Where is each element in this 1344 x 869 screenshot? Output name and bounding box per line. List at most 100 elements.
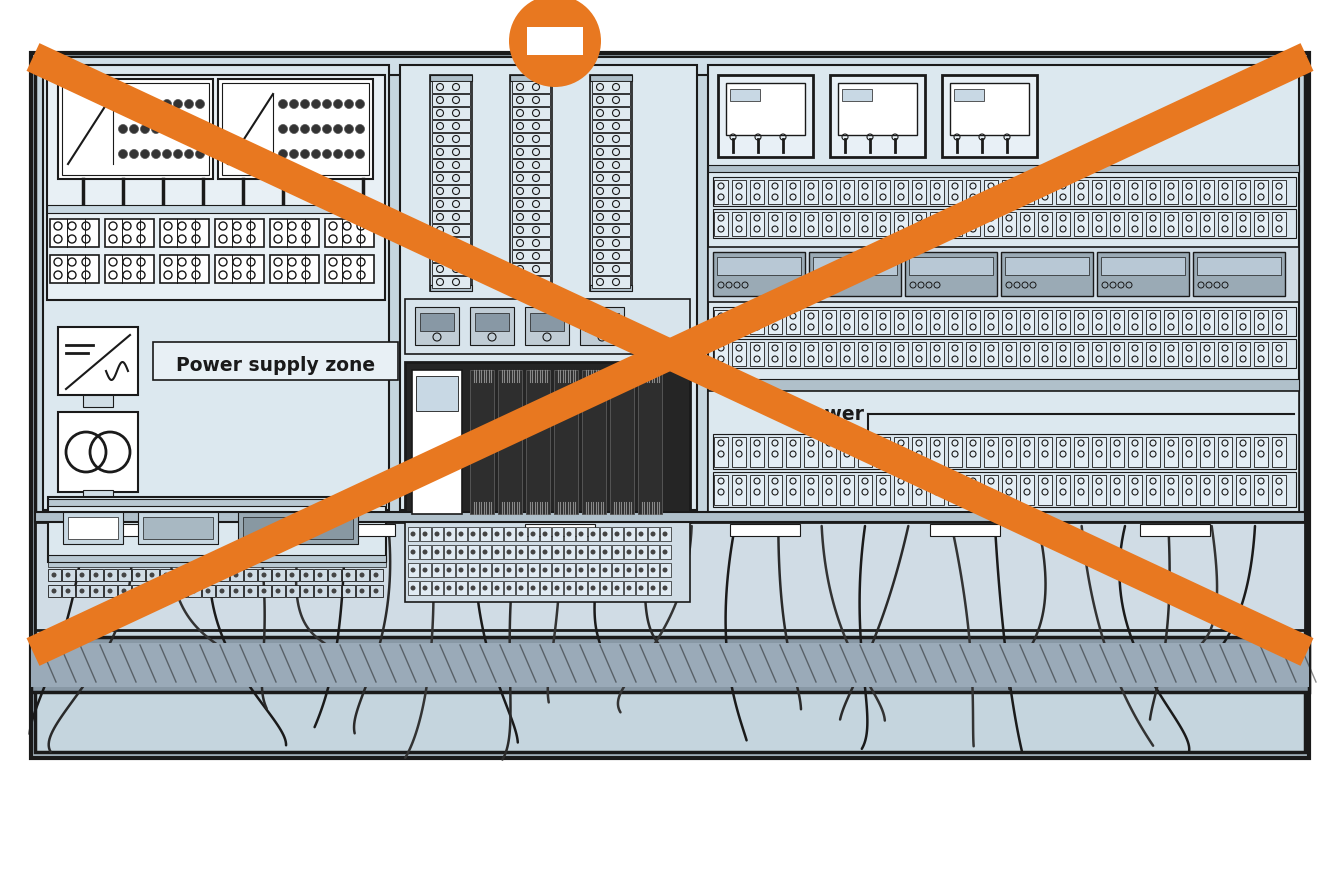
Bar: [1181, 213, 1196, 236]
Bar: [732, 475, 746, 506]
Bar: [216, 569, 228, 581]
Bar: [270, 220, 319, 248]
Circle shape: [206, 573, 211, 578]
Circle shape: [312, 101, 320, 109]
Bar: [456, 581, 466, 595]
Bar: [590, 76, 632, 82]
Circle shape: [247, 573, 253, 578]
Bar: [564, 527, 575, 541]
Bar: [840, 213, 853, 236]
Circle shape: [121, 589, 126, 594]
Bar: [470, 308, 513, 346]
Bar: [610, 370, 634, 514]
Bar: [599, 581, 612, 595]
Bar: [431, 546, 444, 560]
Circle shape: [507, 586, 512, 591]
Bar: [950, 84, 1030, 136]
Circle shape: [129, 101, 138, 109]
Bar: [238, 513, 358, 544]
Bar: [1038, 475, 1052, 506]
Bar: [590, 76, 632, 292]
Circle shape: [422, 532, 427, 537]
Bar: [708, 66, 1300, 510]
Bar: [591, 147, 630, 159]
Bar: [948, 475, 962, 506]
Bar: [1164, 310, 1177, 335]
Bar: [271, 586, 285, 597]
Bar: [786, 181, 800, 205]
Circle shape: [79, 589, 85, 594]
Bar: [173, 586, 187, 597]
Bar: [1181, 475, 1196, 506]
Bar: [103, 586, 117, 597]
Bar: [1254, 475, 1267, 506]
Bar: [48, 500, 386, 507]
Bar: [612, 546, 624, 560]
Bar: [876, 181, 890, 205]
Circle shape: [531, 586, 535, 591]
Circle shape: [136, 589, 141, 594]
Circle shape: [332, 589, 336, 594]
Bar: [624, 527, 634, 541]
Circle shape: [359, 573, 364, 578]
Circle shape: [482, 586, 488, 591]
Circle shape: [531, 567, 535, 573]
Bar: [714, 308, 1296, 336]
Bar: [1110, 181, 1124, 205]
Bar: [1020, 475, 1034, 506]
Bar: [1003, 310, 1016, 335]
Bar: [577, 563, 587, 577]
Bar: [492, 546, 503, 560]
Bar: [708, 166, 1300, 173]
Bar: [966, 342, 980, 367]
Bar: [894, 310, 909, 335]
Bar: [419, 314, 454, 332]
Bar: [804, 310, 818, 335]
Circle shape: [345, 589, 351, 594]
Bar: [132, 586, 145, 597]
Bar: [591, 251, 630, 262]
Bar: [930, 437, 943, 468]
Circle shape: [289, 101, 298, 109]
Bar: [840, 437, 853, 468]
Circle shape: [234, 589, 238, 594]
Circle shape: [434, 586, 439, 591]
Bar: [1236, 475, 1250, 506]
Bar: [1146, 181, 1160, 205]
Bar: [599, 527, 612, 541]
Bar: [431, 276, 470, 289]
Circle shape: [626, 550, 632, 555]
Bar: [325, 524, 395, 536]
Bar: [431, 95, 470, 107]
Bar: [83, 490, 113, 502]
Bar: [1164, 475, 1177, 506]
Circle shape: [567, 586, 571, 591]
Circle shape: [129, 125, 138, 135]
Bar: [1200, 310, 1214, 335]
Bar: [804, 181, 818, 205]
Bar: [218, 80, 374, 180]
Circle shape: [555, 567, 559, 573]
Bar: [984, 437, 999, 468]
Bar: [591, 276, 630, 289]
Bar: [230, 569, 243, 581]
Bar: [591, 263, 630, 275]
Bar: [1236, 213, 1250, 236]
Bar: [492, 563, 503, 577]
Circle shape: [446, 532, 452, 537]
Circle shape: [191, 589, 196, 594]
Bar: [1271, 475, 1286, 506]
Circle shape: [470, 567, 476, 573]
Bar: [730, 524, 800, 536]
Bar: [823, 213, 836, 236]
Bar: [876, 475, 890, 506]
Bar: [1200, 213, 1214, 236]
Bar: [1271, 437, 1286, 468]
Circle shape: [118, 125, 128, 135]
Circle shape: [152, 125, 160, 135]
Circle shape: [51, 573, 56, 578]
Bar: [1074, 310, 1089, 335]
Bar: [1218, 310, 1232, 335]
Bar: [638, 370, 663, 514]
Circle shape: [410, 586, 415, 591]
